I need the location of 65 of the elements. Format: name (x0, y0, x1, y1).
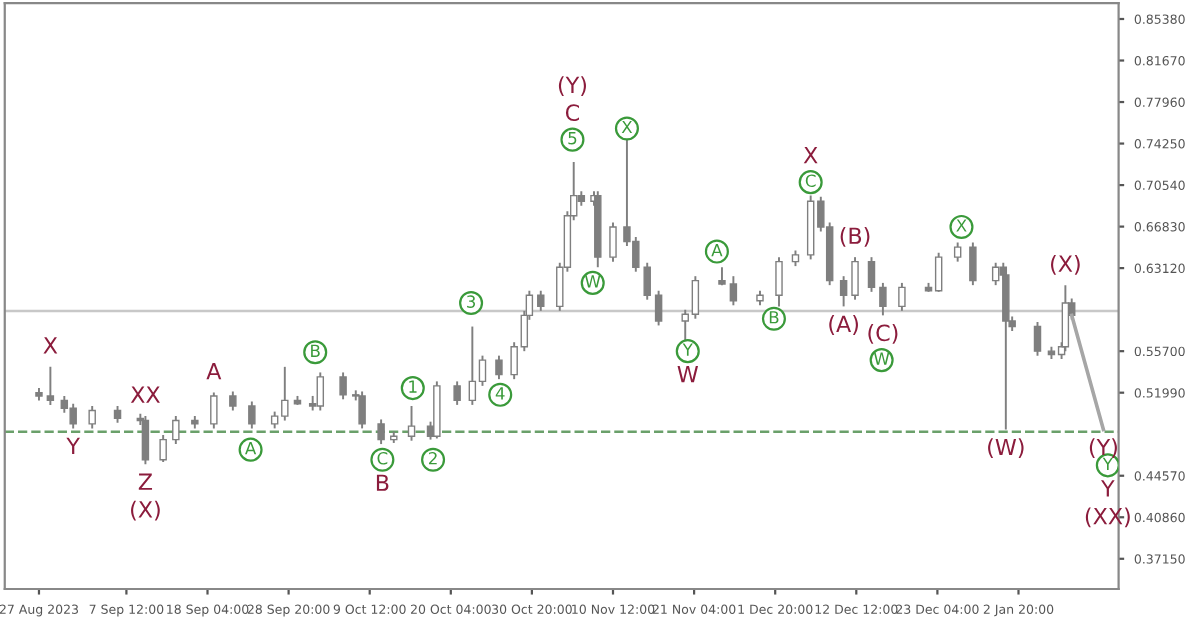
annotation: W (677, 366, 699, 383)
data-label: A (711, 244, 723, 257)
candlestick (69, 402, 77, 430)
candlestick (729, 275, 738, 307)
candlestick (537, 289, 545, 312)
candlestick (172, 415, 180, 446)
candlestick (407, 405, 416, 442)
annotation: 2 (428, 451, 437, 465)
candlestick (248, 400, 256, 430)
annotation: Y (66, 437, 81, 454)
annotation: 5 (568, 132, 577, 145)
annotation: (XX) (1085, 507, 1130, 528)
data-label: Y (1102, 457, 1113, 470)
candlestick (654, 289, 663, 327)
candlestick (358, 390, 366, 430)
candlestick (839, 275, 848, 308)
annotation: 3 (467, 295, 476, 308)
candlestick (377, 418, 385, 446)
candlestick (339, 371, 347, 401)
annotation: (Y) (558, 76, 586, 96)
candlestick (879, 281, 887, 317)
annotation: A (206, 363, 222, 380)
annotation: (W) (988, 438, 1024, 459)
annotation: Y (1101, 480, 1115, 497)
data-label: W (585, 275, 601, 288)
candlestick (898, 281, 906, 312)
data-label: Y (682, 343, 693, 356)
candlestick (141, 415, 150, 466)
candlestick (969, 241, 977, 287)
candlestick (953, 241, 962, 263)
annotation: X (803, 147, 818, 164)
data-label: C (805, 174, 816, 188)
candlestick (609, 221, 617, 263)
annotation: (X) (131, 500, 160, 521)
data-label: B (769, 311, 779, 324)
candlestick (453, 380, 461, 406)
candlestick (88, 405, 96, 430)
candlestick (1033, 321, 1042, 357)
annotation: (A) (829, 315, 858, 335)
candlestick (46, 365, 55, 406)
annotation: 1 (409, 380, 417, 393)
candlestick (1061, 284, 1070, 353)
candlestick (495, 354, 503, 381)
data-label: X (956, 219, 967, 232)
annotation: (X) (1051, 254, 1080, 275)
data-label: A (245, 442, 257, 455)
annotation: (B) (840, 226, 870, 247)
data-label: C (377, 451, 388, 465)
annotation: B (376, 474, 389, 491)
annotation: Z (138, 473, 153, 490)
candlestick (159, 434, 167, 463)
candlestick (210, 391, 218, 430)
candlestick (851, 256, 859, 301)
data-label: W (873, 352, 890, 365)
candlestick (867, 256, 876, 293)
annotation: 4 (495, 387, 505, 400)
annotation: XX (130, 386, 160, 403)
candlestick (316, 371, 325, 412)
data-label: X (621, 120, 633, 134)
annotation: X (43, 337, 58, 354)
data-label: B (311, 344, 320, 357)
annotation: (Y) (1089, 438, 1117, 459)
annotation: C (565, 104, 579, 122)
annotation: (C) (868, 324, 898, 344)
candlestick (229, 390, 237, 412)
